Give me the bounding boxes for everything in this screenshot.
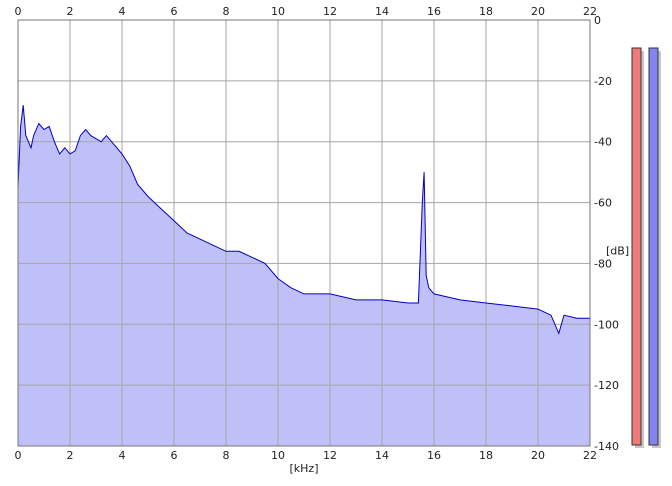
spectrum-area-fill: [18, 105, 590, 446]
level-meters: [631, 47, 661, 448]
x-tick-label-top: 10: [271, 5, 285, 18]
right-level-meter: [648, 47, 659, 446]
plot-frame: [17, 19, 591, 447]
x-tick-label-bottom: 8: [223, 449, 230, 462]
x-tick-label-top: 0: [15, 5, 22, 18]
x-tick-label-top: 18: [479, 5, 493, 18]
y-axis-unit-label: [dB]: [606, 244, 629, 257]
y-tick-label: 0: [594, 14, 601, 27]
y-tick-labels: 0 -20 -40 -60 -80 -100 -120 -140: [594, 14, 619, 453]
y-tick-label: -60: [594, 197, 612, 210]
x-tick-label-top: 16: [427, 5, 441, 18]
y-tick-label: -140: [594, 440, 619, 453]
plot-area: [17, 19, 591, 447]
x-axis-unit-label: [kHz]: [290, 462, 319, 475]
x-tick-label-top: 8: [223, 5, 230, 18]
x-tick-label-bottom: 4: [119, 449, 126, 462]
x-tick-label-bottom: 10: [271, 449, 285, 462]
y-tick-label: -100: [594, 318, 619, 331]
left-level-meter: [631, 47, 642, 446]
x-tick-label-top: 14: [375, 5, 389, 18]
x-tick-label-top: 2: [67, 5, 74, 18]
x-tick-labels-top: 0 2 4 6 8 10 12 14 16 18 20 22: [15, 5, 598, 18]
x-tick-label-bottom: 0: [15, 449, 22, 462]
x-tick-label-bottom: 2: [67, 449, 74, 462]
x-tick-label-bottom: 18: [479, 449, 493, 462]
x-tick-label-top: 4: [119, 5, 126, 18]
x-tick-label-top: 20: [531, 5, 545, 18]
y-tick-label: -40: [594, 136, 612, 149]
x-tick-label-bottom: 20: [531, 449, 545, 462]
x-tick-label-bottom: 12: [323, 449, 337, 462]
y-tick-label: -80: [594, 257, 612, 270]
x-tick-labels-bottom: 0 2 4 6 8 10 12 14 16 18 20 22: [15, 449, 598, 462]
x-tick-label-top: 6: [171, 5, 178, 18]
x-tick-label-top: 22: [583, 5, 597, 18]
y-tick-label: -120: [594, 379, 619, 392]
spectrum-line: [17, 105, 590, 335]
x-tick-label-top: 12: [323, 5, 337, 18]
x-tick-label-bottom: 6: [171, 449, 178, 462]
y-tick-label: -20: [594, 75, 612, 88]
x-tick-label-bottom: 22: [583, 449, 597, 462]
x-tick-label-bottom: 14: [375, 449, 389, 462]
x-tick-label-bottom: 16: [427, 449, 441, 462]
